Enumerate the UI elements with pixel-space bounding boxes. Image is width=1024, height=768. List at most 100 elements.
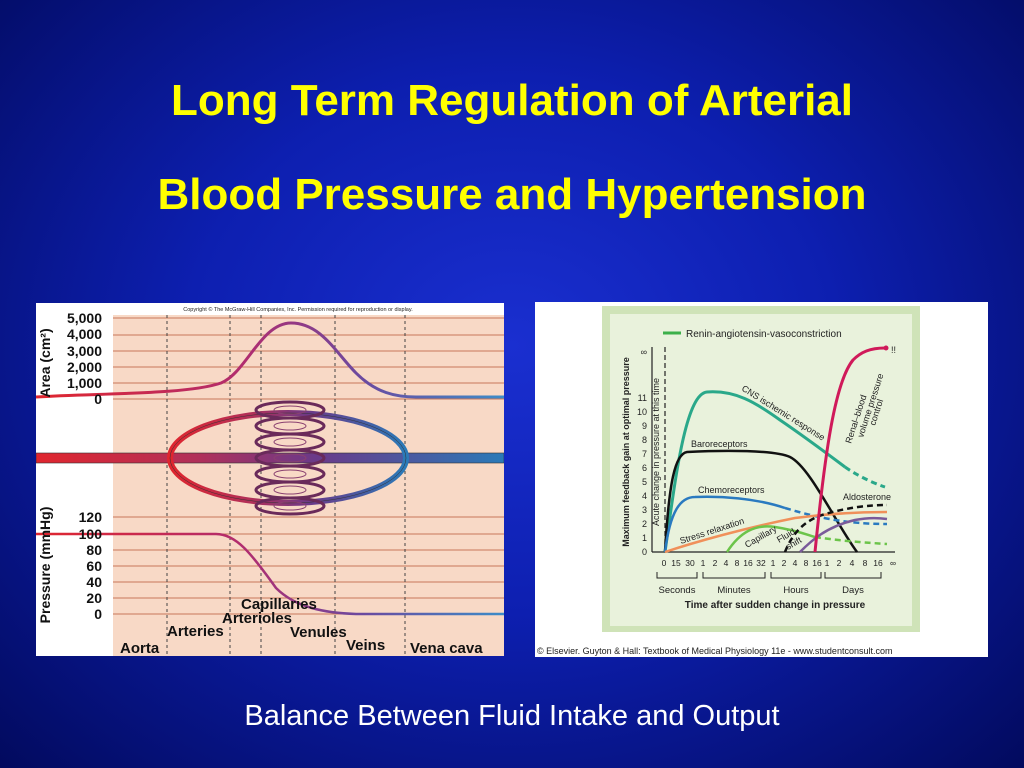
- cns-curve-dashed: [844, 465, 886, 489]
- y-tick: ∞: [641, 347, 647, 357]
- cns-curve: [663, 390, 846, 553]
- area-tick: 2,000: [67, 359, 102, 375]
- area-axis-label: Area (cm²): [37, 328, 53, 397]
- chemoreceptor-curve-dashed: [784, 506, 888, 526]
- left-copyright: Copyright © The McGraw-Hill Companies, I…: [183, 306, 413, 313]
- y-tick: 1: [642, 533, 647, 543]
- aldosterone-label: Aldosterone: [843, 492, 891, 502]
- x-tick: 2: [782, 558, 787, 568]
- x-tick: 15: [671, 558, 681, 568]
- area-tick: 5,000: [67, 310, 102, 326]
- x-tick: 2: [713, 558, 718, 568]
- slide-title-line-2: Blood Pressure and Hypertension: [157, 170, 867, 219]
- x-tick: 4: [793, 558, 798, 568]
- aldosterone-curve: [783, 503, 888, 553]
- x-group-hours: Hours: [783, 585, 809, 596]
- pressure-axis-label: Pressure (mmHg): [37, 507, 53, 624]
- pressure-tick: 60: [86, 558, 102, 574]
- right-copyright: © Elsevier. Guyton & Hall: Textbook of M…: [537, 646, 892, 656]
- y-tick: 10: [637, 407, 647, 417]
- x-group-seconds: Seconds: [659, 585, 696, 596]
- renal-curve: [813, 346, 886, 553]
- area-tick: 4,000: [67, 326, 102, 342]
- slide-title-line-1: Long Term Regulation of Arterial: [170, 76, 854, 125]
- baroreceptor-curve: [663, 449, 859, 553]
- x-tick: 8: [735, 558, 740, 568]
- pressure-tick: 0: [94, 606, 102, 622]
- y-tick: 8: [642, 435, 647, 445]
- x-tick: 1: [825, 558, 830, 568]
- label-capillaries: Capillaries: [241, 596, 317, 613]
- label-arterioles: Arterioles: [222, 610, 292, 627]
- feedback-figure-svg: Renin-angiotensin-vasoconstriction Maxim…: [537, 306, 920, 656]
- x-tick: 8: [863, 558, 868, 568]
- x-tick-labels: 0 15 30 1 2 4 8 16 32 1 2 4 8 16 1 2 4 8…: [662, 558, 896, 568]
- y-tick: 4: [642, 491, 647, 501]
- y-tick: 3: [642, 505, 647, 515]
- x-axis-label: Time after sudden change in pressure: [685, 600, 866, 611]
- pressure-tick: 40: [86, 574, 102, 590]
- y-tick: 11: [638, 393, 647, 403]
- y-tick: 7: [642, 449, 647, 459]
- acute-change-label: Acute change in pressure at this time: [651, 378, 661, 526]
- x-tick: 4: [724, 558, 729, 568]
- area-tick-labels: 5,000 4,000 3,000 2,000 1,000 0: [67, 310, 102, 407]
- figure-inner: [610, 314, 912, 626]
- capillary-curve: [725, 525, 816, 553]
- vessel-schematic: [36, 400, 504, 516]
- x-tick: 2: [837, 558, 842, 568]
- x-tick: 32: [756, 558, 766, 568]
- vessel-area-pressure-figure: Copyright © The McGraw-Hill Companies, I…: [36, 303, 504, 656]
- y-tick: 0: [642, 547, 647, 557]
- fluid-shift-curve: [799, 516, 888, 553]
- x-tick: 1: [771, 558, 776, 568]
- area-curve: [36, 321, 504, 399]
- feedback-gain-figure: Renin-angiotensin-vasoconstriction Maxim…: [535, 302, 988, 657]
- renal-endpoint: [883, 345, 889, 351]
- x-tick: 30: [685, 558, 695, 568]
- area-grid: [113, 317, 504, 400]
- legend-label: Renin-angiotensin-vasoconstriction: [686, 329, 842, 340]
- x-group-minutes: Minutes: [717, 585, 751, 596]
- label-arteries: Arteries: [167, 623, 224, 640]
- baroreceptors-label: Baroreceptors: [691, 439, 748, 449]
- stress-relaxation-curve: [664, 510, 888, 554]
- capillary-curve-dashed: [814, 535, 888, 546]
- infinity-note: !!: [891, 345, 896, 355]
- vessel-figure-svg: Copyright © The McGraw-Hill Companies, I…: [36, 306, 504, 656]
- x-tick: 4: [850, 558, 855, 568]
- area-tick: 3,000: [67, 343, 102, 359]
- vessel-labels: Capillaries Arterioles Arteries Venules …: [120, 596, 483, 656]
- pressure-tick: 20: [86, 590, 102, 606]
- y-tick-labels: 0 1 2 3 4 5 6 7 8 9 10 11 ∞: [637, 347, 647, 557]
- label-aorta: Aorta: [120, 640, 160, 656]
- y-tick: 2: [642, 519, 647, 529]
- pressure-tick: 80: [86, 542, 102, 558]
- pressure-tick: 100: [79, 526, 103, 542]
- chemoreceptor-curve: [663, 495, 786, 553]
- pressure-curve: [36, 532, 504, 616]
- slide-caption: Balance Between Fluid Intake and Output: [244, 700, 780, 732]
- x-group-brackets: [656, 572, 882, 579]
- pressure-tick-labels: 120 100 80 60 40 20 0: [79, 509, 103, 622]
- area-tick: 0: [94, 391, 102, 407]
- chemoreceptors-label: Chemoreceptors: [698, 485, 765, 495]
- y-axis-label: Maximum feedback gain at optimal pressur…: [621, 357, 631, 547]
- label-vena-cava: Vena cava: [410, 640, 483, 656]
- chart-background: [113, 315, 504, 656]
- x-group-days: Days: [842, 585, 864, 596]
- segment-dividers: [166, 315, 406, 656]
- label-venules: Venules: [290, 624, 347, 641]
- x-tick: 8: [804, 558, 809, 568]
- y-tick: 6: [642, 463, 647, 473]
- x-tick: ∞: [890, 558, 896, 568]
- x-tick: 1: [701, 558, 706, 568]
- area-tick: 1,000: [67, 375, 102, 391]
- label-veins: Veins: [346, 637, 385, 654]
- pressure-tick: 120: [79, 509, 103, 525]
- y-tick: 9: [642, 421, 647, 431]
- y-tick: 5: [642, 477, 647, 487]
- x-tick: 16: [873, 558, 883, 568]
- x-tick: 16: [743, 558, 753, 568]
- x-group-labels: Seconds Minutes Hours Days: [659, 585, 865, 596]
